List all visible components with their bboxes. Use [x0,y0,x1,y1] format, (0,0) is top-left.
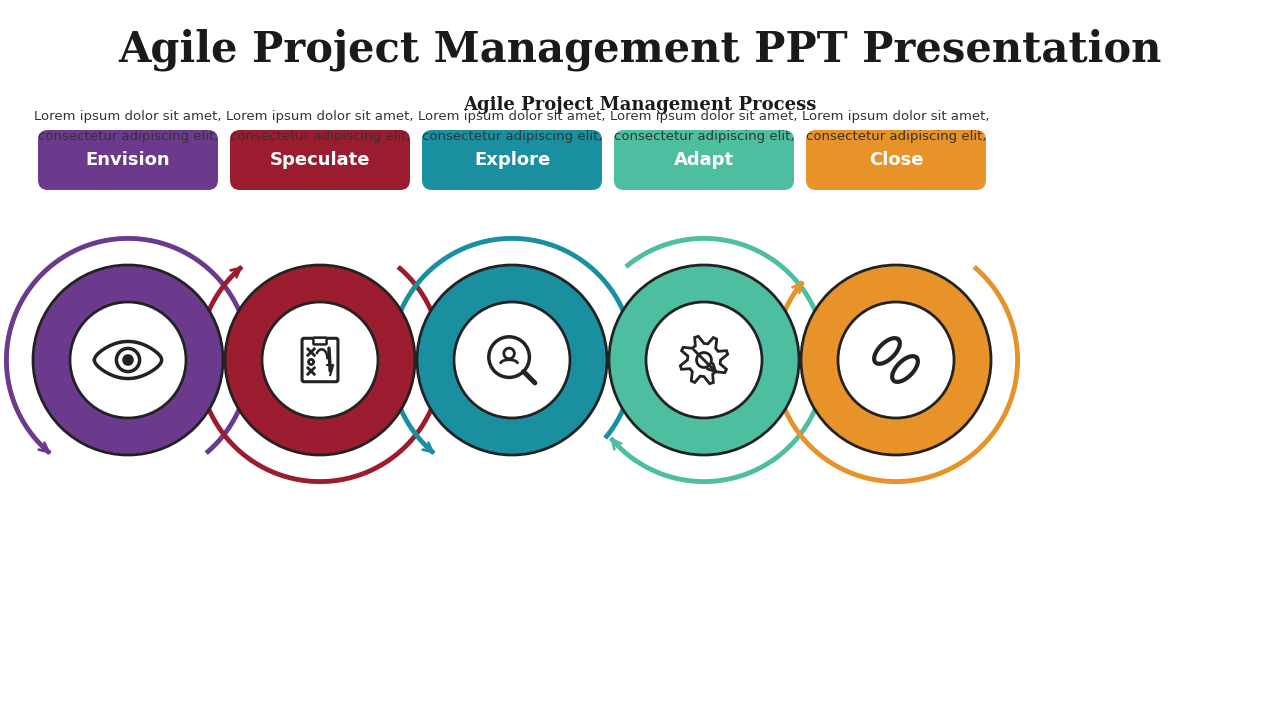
Circle shape [122,354,134,366]
Text: Agile Project Management PPT Presentation: Agile Project Management PPT Presentatio… [118,29,1162,71]
Text: Lorem ipsum dolor sit amet,
consectetur adipiscing elit,: Lorem ipsum dolor sit amet, consectetur … [35,110,221,143]
Circle shape [646,302,762,418]
Text: Lorem ipsum dolor sit amet,
consectetur adipiscing elit,: Lorem ipsum dolor sit amet, consectetur … [419,110,605,143]
Circle shape [801,265,991,455]
Circle shape [609,265,799,455]
Text: Lorem ipsum dolor sit amet,
consectetur adipiscing elit,: Lorem ipsum dolor sit amet, consectetur … [611,110,797,143]
Circle shape [454,302,570,418]
Text: Agile Project Management Process: Agile Project Management Process [463,96,817,114]
Text: Lorem ipsum dolor sit amet,
consectetur adipiscing elit,: Lorem ipsum dolor sit amet, consectetur … [227,110,413,143]
FancyBboxPatch shape [806,130,986,190]
FancyBboxPatch shape [422,130,602,190]
Circle shape [838,302,954,418]
Circle shape [225,265,415,455]
Circle shape [262,302,378,418]
Circle shape [70,302,186,418]
FancyBboxPatch shape [614,130,794,190]
Text: Adapt: Adapt [675,151,733,169]
Circle shape [33,265,223,455]
Text: Close: Close [869,151,923,169]
Text: Lorem ipsum dolor sit amet,
consectetur adipiscing elit,: Lorem ipsum dolor sit amet, consectetur … [803,110,989,143]
Text: Envision: Envision [86,151,170,169]
Text: Speculate: Speculate [270,151,370,169]
Text: Explore: Explore [474,151,550,169]
Circle shape [417,265,607,455]
FancyBboxPatch shape [230,130,410,190]
FancyBboxPatch shape [38,130,218,190]
Circle shape [696,353,712,367]
FancyBboxPatch shape [314,338,326,344]
